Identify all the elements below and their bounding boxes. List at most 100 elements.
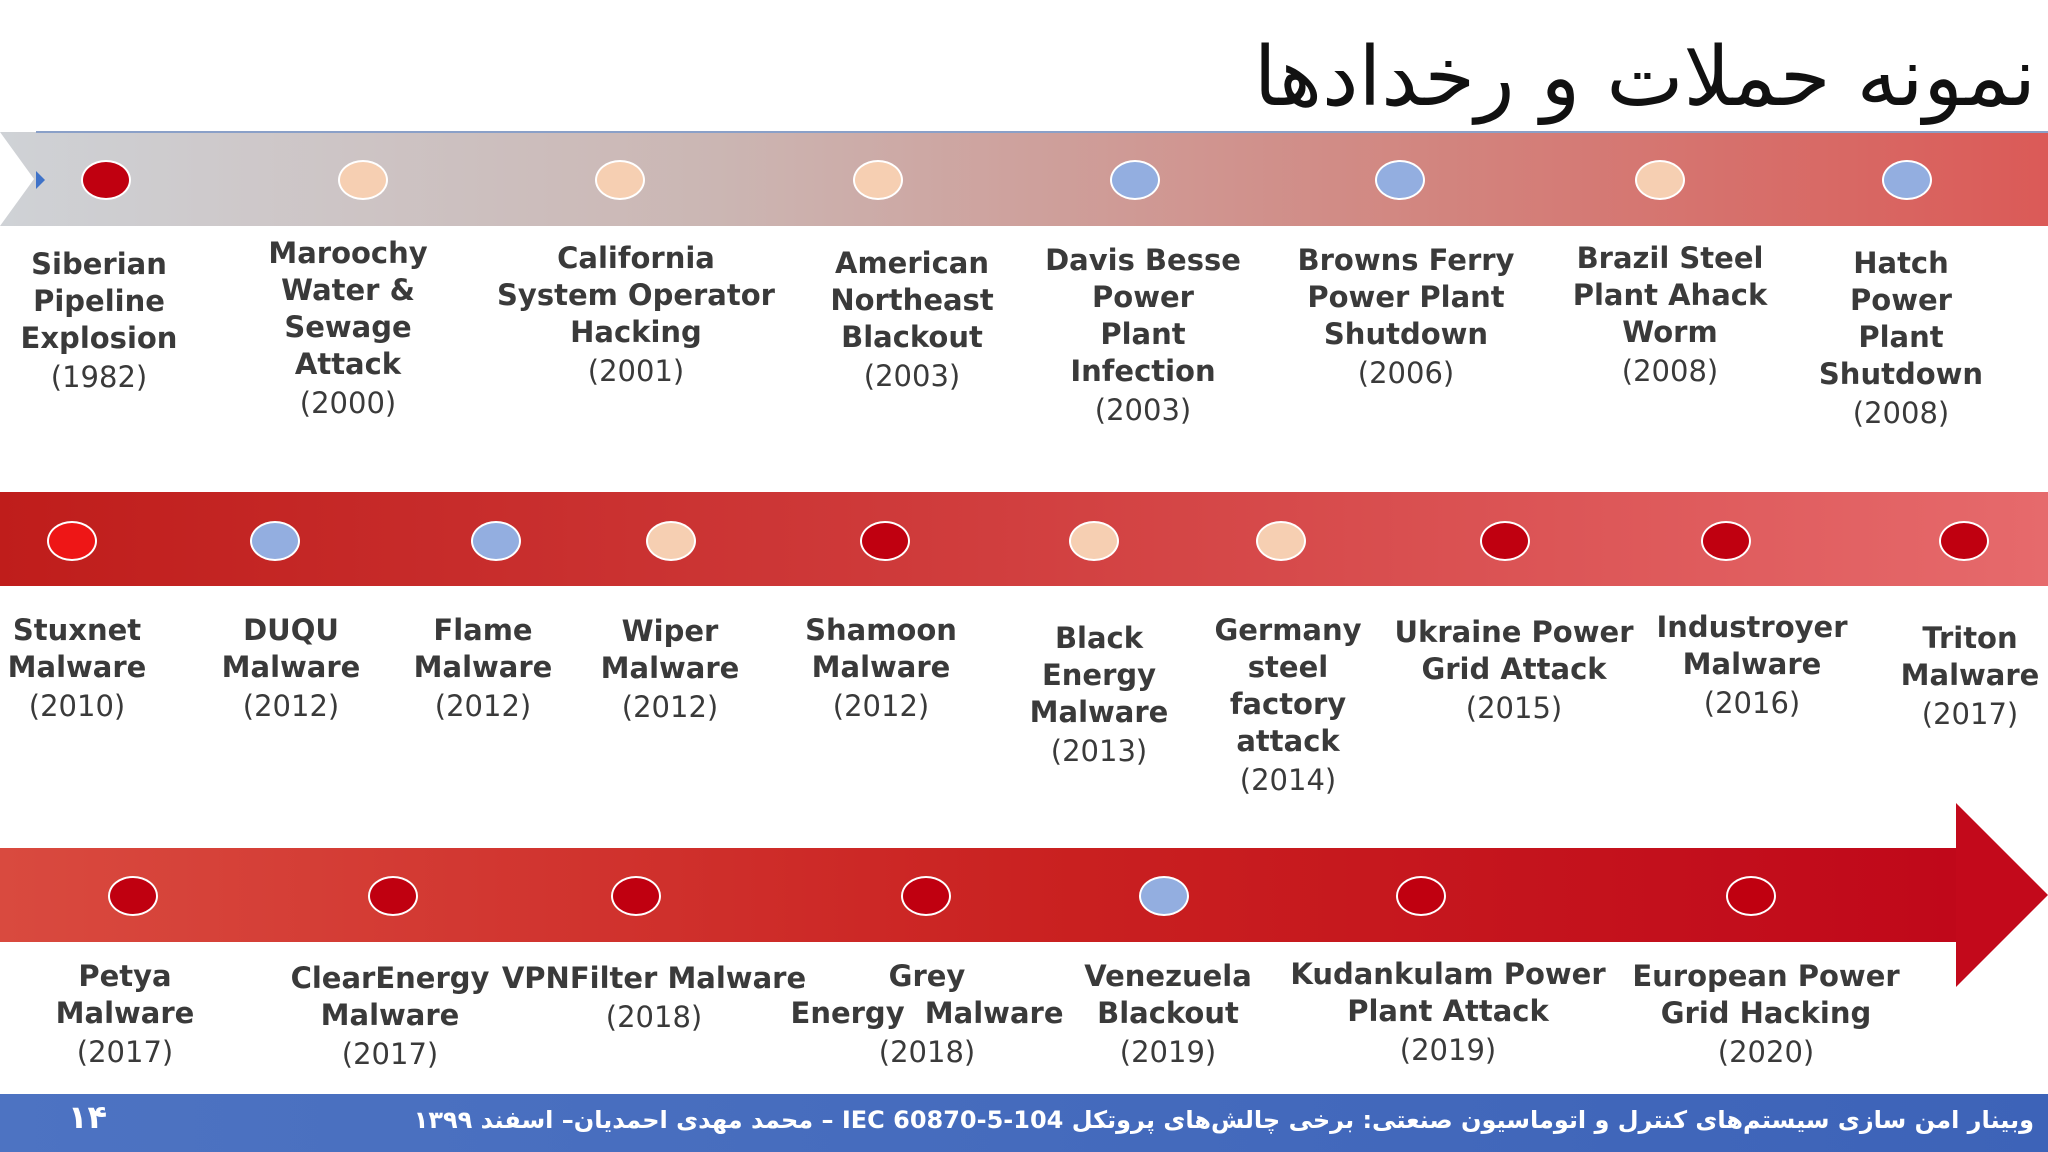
event-name: Industroyer Malware — [1656, 610, 1848, 681]
event-year: (2012) — [832, 689, 930, 723]
event-year: (2017) — [1921, 697, 2019, 731]
event-year: (2008) — [1621, 354, 1719, 388]
event-year: (2016) — [1703, 686, 1801, 720]
timeline-marker-icon — [595, 160, 645, 200]
footer-bar — [0, 1094, 2048, 1152]
event-year: (2000) — [299, 386, 397, 420]
event-name: ClearEnergy Malware — [290, 961, 490, 1032]
timeline-band-1-notch — [0, 132, 34, 226]
timeline-marker-icon — [646, 521, 696, 561]
timeline-marker-icon — [1396, 876, 1446, 916]
event-name: Ukraine Power Grid Attack — [1394, 615, 1634, 686]
timeline-band-1-top-line — [36, 131, 2048, 133]
event-name: Shamoon Malware — [805, 613, 957, 684]
timeline-event-label: European Power Grid Hacking (2020) — [1632, 958, 1899, 1071]
timeline-event-label: Brazil Steel Plant Ahack Worm (2008) — [1573, 240, 1768, 390]
event-name: Black Energy Malware — [1029, 621, 1169, 729]
event-name: Flame Malware — [413, 613, 553, 684]
timeline-event-label: Triton Malware (2017) — [1901, 620, 2040, 733]
timeline-event-label: American Northeast Blackout (2003) — [830, 245, 993, 395]
timeline-event-label: Davis Besse Power Plant Infection (2003) — [1045, 242, 1241, 429]
event-name: Petya Malware — [55, 959, 195, 1030]
timeline-marker-icon — [1139, 876, 1189, 916]
event-year: (2017) — [76, 1035, 174, 1069]
timeline-marker-icon — [250, 521, 300, 561]
event-year: (2001) — [587, 354, 685, 388]
event-name: Germany steel factory attack — [1214, 613, 1362, 758]
timeline-marker-icon — [901, 876, 951, 916]
timeline-event-label: Flame Malware (2012) — [414, 612, 553, 725]
timeline-marker-icon — [338, 160, 388, 200]
event-year: (2012) — [434, 689, 532, 723]
timeline-event-label: Grey Energy Malware (2018) — [791, 958, 1064, 1071]
event-year: (2018) — [878, 1035, 976, 1069]
event-year: (2018) — [605, 1000, 703, 1034]
event-year: (2003) — [1094, 393, 1192, 427]
event-year: (2014) — [1239, 763, 1337, 797]
timeline-arrow-head-icon — [1956, 803, 2048, 987]
timeline-marker-icon — [1110, 160, 1160, 200]
timeline-marker-icon — [853, 160, 903, 200]
event-name: Hatch Power Plant Shutdown — [1818, 246, 1984, 391]
timeline-marker-icon — [47, 521, 97, 561]
timeline-marker-icon — [471, 521, 521, 561]
event-year: (2012) — [621, 690, 719, 724]
event-year: (2017) — [341, 1037, 439, 1071]
event-year: (2008) — [1852, 396, 1950, 430]
timeline-event-label: DUQU Malware (2012) — [222, 612, 361, 725]
timeline-event-label: Black Energy Malware (2013) — [1030, 620, 1169, 770]
event-year: (2003) — [863, 359, 961, 393]
event-year: (2010) — [28, 689, 126, 723]
footer-text: وبینار امن سازی سیستم‌های کنترل و اتوماس… — [413, 1106, 2034, 1134]
timeline-marker-icon — [81, 160, 131, 200]
timeline-marker-icon — [1939, 521, 1989, 561]
event-name: European Power Grid Hacking — [1632, 959, 1900, 1030]
timeline-marker-icon — [611, 876, 661, 916]
event-year: (2020) — [1717, 1035, 1815, 1069]
timeline-event-label: VPNFilter Malware (2018) — [502, 960, 806, 1036]
event-year: (2006) — [1357, 356, 1455, 390]
event-name: DUQU Malware — [221, 613, 361, 684]
event-name: American Northeast Blackout — [830, 246, 994, 354]
timeline-marker-icon — [860, 521, 910, 561]
timeline-marker-icon — [1882, 160, 1932, 200]
event-name: Maroochy Water & Sewage Attack — [268, 236, 428, 381]
event-name: Browns Ferry Power Plant Shutdown — [1297, 243, 1515, 351]
event-name: Siberian Pipeline Explosion — [20, 247, 178, 355]
timeline-event-label: Shamoon Malware (2012) — [805, 612, 957, 725]
timeline-band-1 — [0, 132, 2048, 226]
event-name: Davis Besse Power Plant Infection — [1045, 243, 1241, 388]
timeline-marker-icon — [368, 876, 418, 916]
timeline-event-label: Petya Malware (2017) — [56, 958, 195, 1071]
timeline-marker-icon — [1375, 160, 1425, 200]
slide-title: نمونه حملات و رخدادها — [1253, 30, 2036, 125]
timeline-event-label: Stuxnet Malware (2010) — [8, 612, 147, 725]
timeline-marker-icon — [1480, 521, 1530, 561]
timeline-marker-icon — [1256, 521, 1306, 561]
event-name: Stuxnet Malware — [7, 613, 147, 684]
event-year: (2019) — [1119, 1035, 1217, 1069]
timeline-event-label: Germany steel factory attack (2014) — [1214, 612, 1361, 799]
timeline-event-label: Industroyer Malware (2016) — [1656, 609, 1847, 722]
timeline-event-label: Maroochy Water & Sewage Attack (2000) — [268, 235, 427, 422]
play-marker-icon — [36, 171, 45, 189]
timeline-marker-icon — [1635, 160, 1685, 200]
timeline-event-label: Ukraine Power Grid Attack (2015) — [1395, 614, 1634, 727]
event-name: Venezuela Blackout — [1084, 959, 1252, 1030]
timeline-marker-icon — [108, 876, 158, 916]
event-year: (1982) — [50, 360, 148, 394]
timeline-event-label: Siberian Pipeline Explosion (1982) — [21, 246, 178, 396]
timeline-marker-icon — [1701, 521, 1751, 561]
timeline-marker-icon — [1726, 876, 1776, 916]
event-name: Brazil Steel Plant Ahack Worm — [1572, 241, 1768, 349]
event-name: California System Operator Hacking — [497, 241, 775, 349]
timeline-event-label: California System Operator Hacking (2001) — [497, 240, 775, 390]
event-year: (2015) — [1465, 691, 1563, 725]
event-name: Grey Energy Malware — [790, 959, 1064, 1030]
timeline-event-label: Browns Ferry Power Plant Shutdown (2006) — [1298, 242, 1515, 392]
event-name: Kudankulam Power Plant Attack — [1290, 957, 1606, 1028]
event-year: (2013) — [1050, 734, 1148, 768]
timeline-marker-icon — [1069, 521, 1119, 561]
event-year: (2019) — [1399, 1033, 1497, 1067]
timeline-event-label: Kudankulam Power Plant Attack (2019) — [1290, 956, 1605, 1069]
